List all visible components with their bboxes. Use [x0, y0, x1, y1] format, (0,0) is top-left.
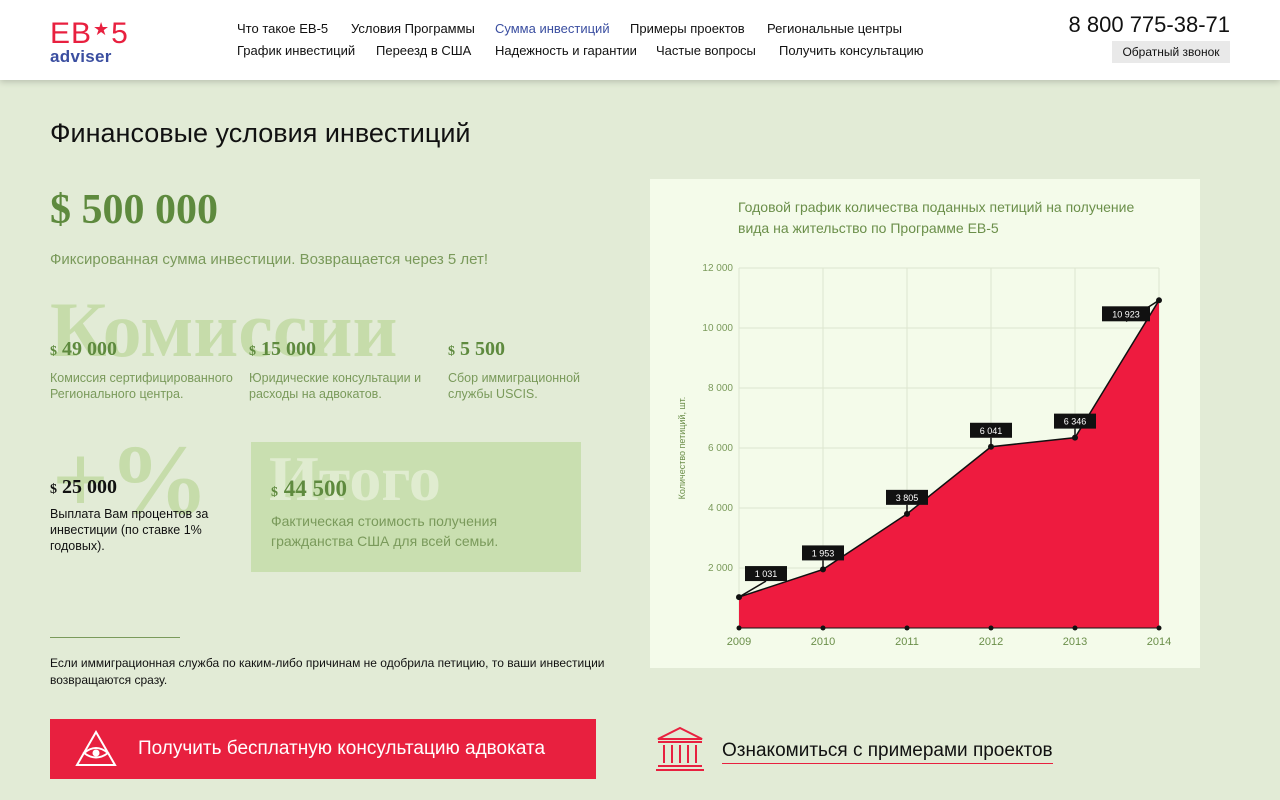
data-label-box	[1102, 306, 1150, 322]
data-label-box	[802, 545, 844, 561]
phone-number[interactable]: 8 800 775-38-71	[1068, 12, 1230, 37]
total-value: $ 44 500	[271, 476, 347, 501]
nav-item-get-consultation[interactable]: Получить консультацию	[779, 43, 924, 58]
y-tick-label: 6 000	[708, 443, 733, 454]
logo[interactable]: EB★5 adviser	[50, 14, 130, 66]
chart-title: Годовой график количества поданных петиц…	[738, 199, 1135, 236]
x-axis-dot	[820, 625, 826, 631]
investment-description: Фиксированная сумма инвестиции. Возвраща…	[50, 251, 489, 268]
data-label: 10 923	[1112, 309, 1140, 319]
fee-value-legal: $ 15 000	[249, 338, 316, 360]
data-point	[820, 566, 826, 573]
y-tick-label: 4 000	[708, 503, 733, 514]
petitions-chart: 2 000 4 000 6 000 8 000 10 000 12 000 2009 2010…	[677, 263, 1171, 648]
fee-desc-uscis: Сбор иммиграционной службы USCIS.	[448, 371, 581, 401]
free-consultation-button[interactable]: Получить бесплатную консультацию адвокат…	[50, 719, 596, 779]
eye-triangle-icon	[74, 729, 118, 774]
series-area	[739, 300, 1159, 628]
logo-text: adviser	[50, 47, 112, 66]
fee-desc-legal: Юридические консультации и расходы на ад…	[249, 371, 422, 401]
x-axis-dot	[904, 625, 910, 631]
x-tick-label: 2012	[979, 636, 1003, 648]
callback-button[interactable]: Обратный звонок	[1112, 41, 1230, 63]
interest-description: Выплата Вам процентов за инвестиции (по …	[50, 507, 209, 553]
nav-item-project-examples[interactable]: Примеры проектов	[630, 21, 745, 36]
x-tick-label: 2009	[727, 636, 751, 648]
data-label-box	[970, 422, 1012, 438]
page-title: Финансовые условия инвестиций	[50, 118, 471, 148]
x-tick-label: 2010	[811, 636, 835, 648]
x-axis-dot	[1072, 625, 1078, 631]
logo-mark: EB★5	[50, 17, 129, 50]
commissions-watermark: Комиссии	[50, 286, 398, 373]
y-tick-label: 12 000	[702, 263, 733, 274]
y-tick-label: 10 000	[702, 323, 733, 334]
data-label-pointer	[738, 580, 767, 598]
fee-desc-regional-center: Комиссия сертифицированного Региональног…	[50, 371, 233, 401]
data-label: 1 953	[812, 548, 835, 558]
data-label-box	[886, 489, 928, 505]
x-axis-dot	[736, 625, 742, 631]
x-tick-label: 2013	[1063, 636, 1087, 648]
nav-item-regional-centers[interactable]: Региональные центры	[767, 21, 902, 36]
petitions-chart-panel: Годовой график количества поданных петиц…	[650, 179, 1200, 668]
site-header: EB★5 adviser Что такое ЕВ-5 Условия Прог…	[0, 0, 1280, 80]
total-watermark: Итого	[269, 443, 441, 514]
y-tick-label: 2 000	[708, 563, 733, 574]
nav-item-move-to-usa[interactable]: Переезд в США	[376, 43, 472, 58]
nav-item-what-is-eb5[interactable]: Что такое ЕВ-5	[237, 21, 329, 36]
total-box: Итого $ 44 500 Фактическая стоимость пол…	[251, 442, 581, 572]
fee-value-uscis: $ 5 500	[448, 338, 505, 360]
nav-item-investment-amount[interactable]: Сумма инвестиций	[495, 21, 610, 36]
divider	[50, 637, 180, 638]
data-label-box	[745, 566, 787, 582]
interest-watermark: +%	[52, 424, 209, 535]
x-tick-label: 2014	[1147, 636, 1171, 648]
data-label: 6 346	[1064, 417, 1087, 427]
cta-label: Получить бесплатную консультацию адвокат…	[138, 738, 546, 759]
nav-item-faq[interactable]: Частые вопросы	[656, 43, 756, 58]
investment-amount: $ 500 000	[50, 187, 218, 233]
x-axis-dot	[988, 625, 994, 631]
nav-item-reliability[interactable]: Надежность и гарантии	[495, 43, 637, 58]
x-axis-dot	[1156, 625, 1162, 631]
interest-value: $ 25 000	[50, 476, 117, 498]
x-tick-label: 2011	[895, 636, 919, 648]
y-tick-label: 8 000	[708, 383, 733, 394]
data-label: 6 041	[980, 426, 1003, 436]
data-label: 3 805	[896, 493, 919, 503]
total-description: Фактическая стоимость получения гражданс…	[271, 513, 499, 549]
y-axis-label: Количество петиций, шт.	[677, 397, 687, 500]
data-label: 1 031	[755, 569, 778, 579]
nav-item-investment-schedule[interactable]: График инвестиций	[237, 43, 356, 58]
examples-label: Ознакомиться с примерами проектов	[722, 740, 1053, 764]
refund-note: Если иммиграционная служба по каким-либо…	[50, 656, 605, 687]
data-label-box	[1054, 413, 1096, 429]
nav-item-program-conditions[interactable]: Условия Программы	[351, 21, 475, 36]
fee-value-regional-center: $ 49 000	[50, 338, 117, 360]
